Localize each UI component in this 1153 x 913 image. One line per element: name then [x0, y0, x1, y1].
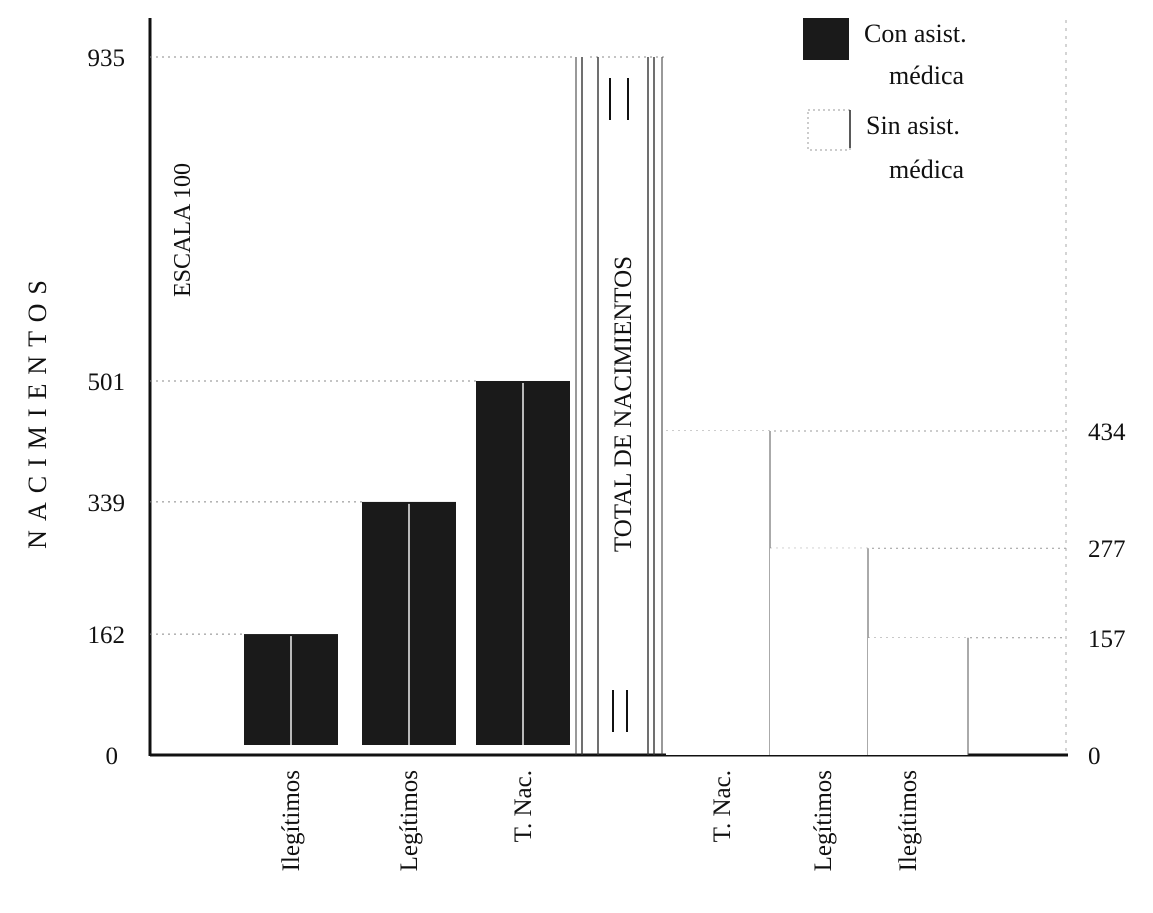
- category-label-1: Legítimos: [396, 770, 423, 871]
- left-tick-label-3: 501: [88, 369, 126, 396]
- bar-sin-0: [666, 431, 770, 755]
- left-tick-label-4: 935: [88, 45, 126, 72]
- left-tick-labels: 0 162 339 501 935: [88, 45, 126, 770]
- right-tick-labels: 0 157 277 434: [1088, 419, 1126, 770]
- bars-con-asistencia: [244, 380, 570, 745]
- y-axis-title: NACIMIENTOS: [23, 271, 52, 549]
- legend-con-line1: Con asist.: [864, 19, 967, 48]
- category-label-2: T. Nac.: [510, 770, 537, 842]
- right-tick-label-3: 434: [1088, 419, 1126, 446]
- category-labels: Ilegítimos Legítimos T. Nac. T. Nac. Legítim…: [278, 770, 922, 871]
- right-tick-label-1: 157: [1088, 626, 1126, 653]
- legend-con-line2: médica: [889, 61, 965, 90]
- category-label-0: Ilegítimos: [278, 770, 305, 871]
- total-label: TOTAL DE NACIMIENTOS: [610, 256, 637, 552]
- legend-swatch-con: [803, 18, 849, 60]
- right-tick-label-2: 277: [1088, 536, 1126, 563]
- total-column: [575, 57, 663, 755]
- legend-sin-line2: médica: [889, 155, 965, 184]
- category-label-4: Legítimos: [810, 770, 837, 871]
- left-tick-label-2: 339: [88, 490, 126, 517]
- bar-sin-1: [770, 548, 868, 755]
- category-label-5: Ilegítimos: [895, 770, 922, 871]
- scale-note: ESCALA 100: [170, 163, 196, 297]
- legend: Con asist. médica Sin asist. médica: [803, 18, 967, 184]
- left-tick-label-1: 162: [88, 622, 126, 649]
- category-label-3: T. Nac.: [709, 770, 736, 842]
- legend-swatch-sin: [807, 109, 851, 151]
- bars-sin-asistencia: [666, 431, 969, 755]
- legend-sin-line1: Sin asist.: [866, 111, 960, 140]
- bar-sin-2: [868, 637, 968, 755]
- right-tick-label-0: 0: [1088, 743, 1101, 770]
- left-tick-label-0: 0: [106, 743, 119, 770]
